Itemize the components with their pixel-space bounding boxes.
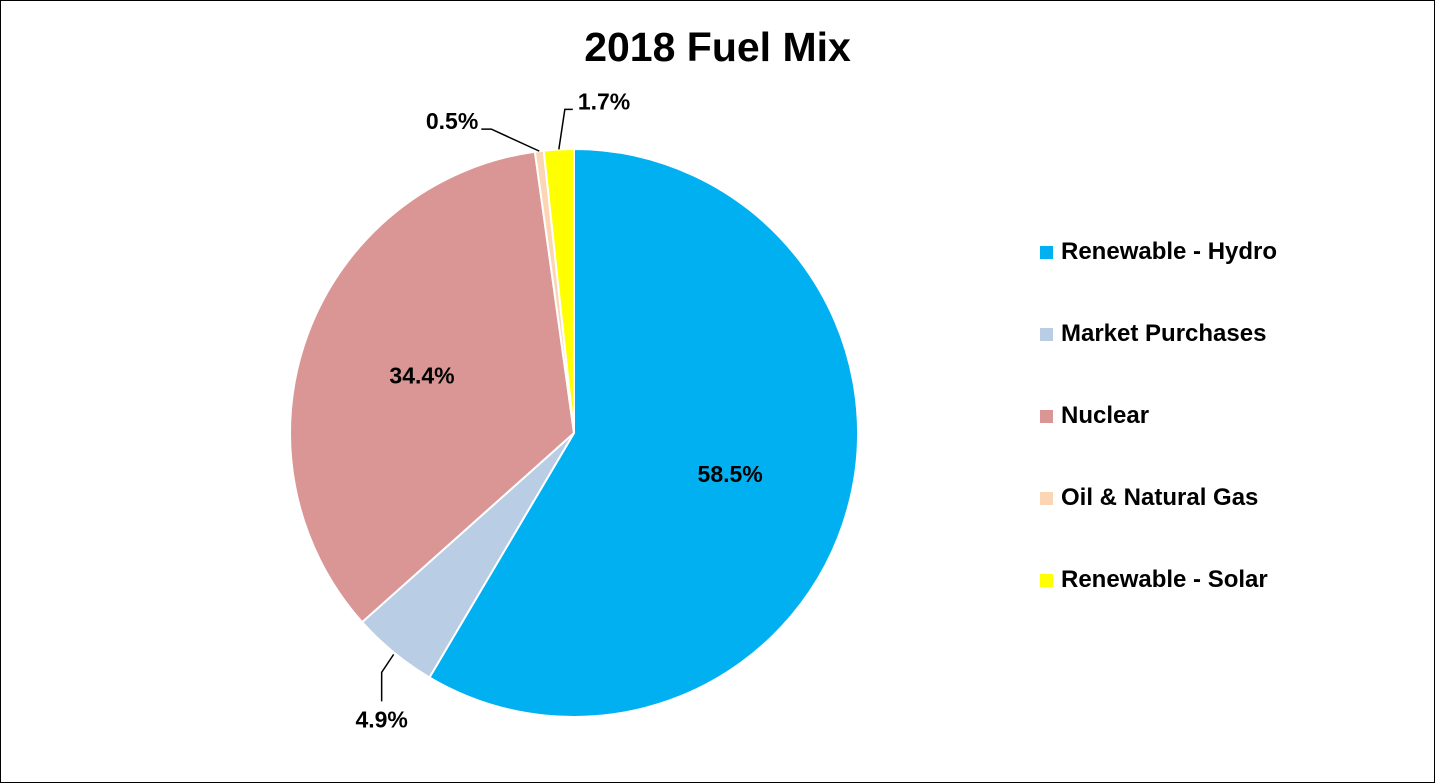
pie-slice-solar xyxy=(542,147,575,434)
data-label-solar: 1.7% xyxy=(578,88,630,114)
legend-label-hydro: Renewable - Hydro xyxy=(1061,238,1278,265)
data-label-market-purchases: 4.9% xyxy=(355,706,407,732)
data-label-oil-natural-gas: 0.5% xyxy=(426,108,478,134)
chart-title: 2018 Fuel Mix xyxy=(584,24,851,70)
data-label-hydro: 58.5% xyxy=(698,461,763,487)
legend: Renewable - Hydro Market Purchases Nucle… xyxy=(1040,211,1277,621)
legend-item-solar: Renewable - Solar xyxy=(1040,539,1277,621)
pie-slice-nuclear xyxy=(289,150,576,624)
data-label-nuclear: 34.4% xyxy=(389,362,454,388)
legend-label-solar: Renewable - Solar xyxy=(1061,566,1268,593)
pie-slice-hydro xyxy=(428,147,859,718)
leader-line-market-purchases xyxy=(380,653,395,702)
legend-item-nuclear: Nuclear xyxy=(1040,375,1277,457)
legend-label-nuclear: Nuclear xyxy=(1061,402,1150,429)
leader-line-oil-natural-gas xyxy=(481,128,540,152)
legend-swatch-solar xyxy=(1040,573,1053,587)
legend-item-hydro: Renewable - Hydro xyxy=(1040,211,1277,293)
legend-swatch-nuclear xyxy=(1040,409,1053,423)
legend-item-oil-natural-gas: Oil & Natural Gas xyxy=(1040,457,1277,539)
legend-label-oil-natural-gas: Oil & Natural Gas xyxy=(1061,484,1259,511)
legend-label-market-purchases: Market Purchases xyxy=(1061,320,1267,347)
leader-line-solar xyxy=(558,108,573,150)
legend-swatch-hydro xyxy=(1040,245,1053,259)
legend-item-market-purchases: Market Purchases xyxy=(1040,293,1277,375)
legend-swatch-oil-natural-gas xyxy=(1040,491,1053,505)
legend-swatch-market-purchases xyxy=(1040,327,1053,341)
